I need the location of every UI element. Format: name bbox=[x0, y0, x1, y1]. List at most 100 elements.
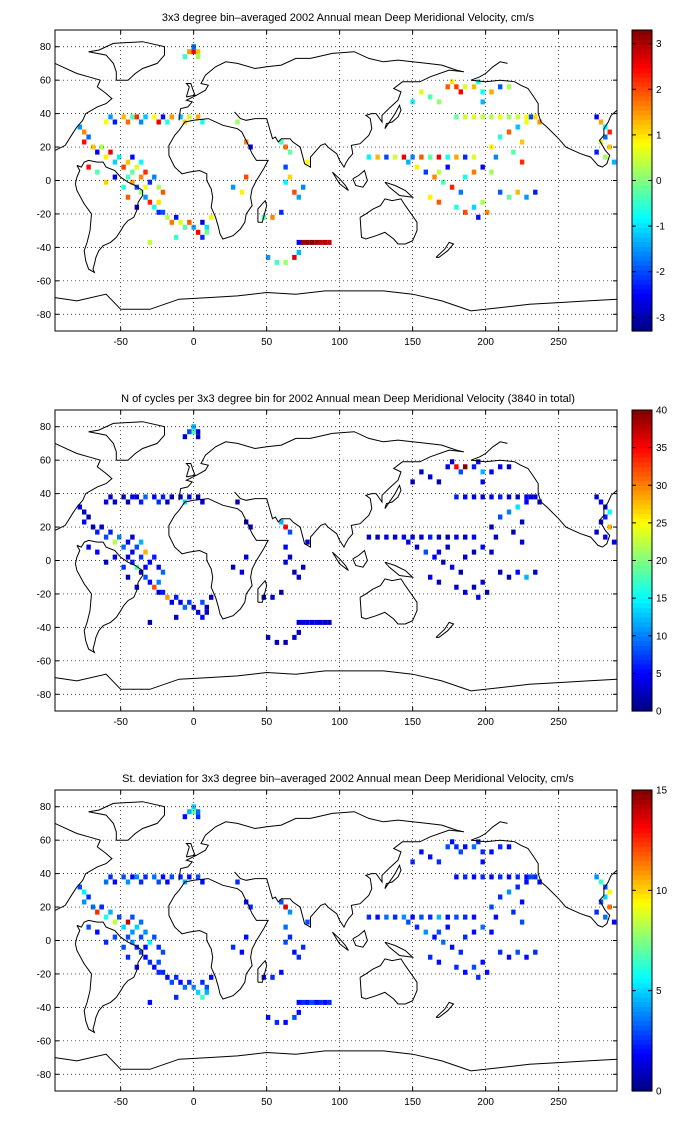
data-cell bbox=[476, 214, 481, 220]
data-cell bbox=[165, 594, 170, 600]
data-cell bbox=[125, 159, 131, 165]
data-cell bbox=[458, 949, 463, 955]
colorbar-segment bbox=[632, 152, 652, 158]
data-cell bbox=[209, 974, 214, 980]
data-cell bbox=[125, 194, 131, 200]
colorbar-tick-label: -1 bbox=[656, 222, 665, 233]
data-cell bbox=[515, 189, 520, 195]
colorbar-segment bbox=[632, 180, 652, 186]
coastline bbox=[470, 839, 618, 928]
data-cell bbox=[449, 839, 455, 845]
data-cell bbox=[156, 119, 161, 125]
data-cell bbox=[471, 169, 477, 175]
data-cell bbox=[463, 114, 468, 120]
colorbar-segment bbox=[632, 1067, 652, 1073]
data-cell bbox=[533, 114, 538, 120]
y-tick-label: 60 bbox=[40, 456, 52, 467]
data-cell bbox=[458, 849, 463, 855]
data-cell bbox=[152, 584, 157, 590]
data-cell bbox=[611, 919, 617, 925]
colorbar-segment bbox=[632, 1029, 652, 1036]
data-cell bbox=[484, 969, 490, 975]
coastline bbox=[185, 843, 196, 858]
x-tick-label: 50 bbox=[261, 1097, 273, 1108]
data-cell bbox=[209, 594, 214, 600]
data-cell bbox=[480, 89, 485, 95]
data-cell bbox=[187, 429, 192, 435]
data-cell bbox=[603, 154, 608, 160]
coastline bbox=[359, 958, 418, 1005]
data-cell bbox=[143, 954, 148, 960]
data-cell bbox=[174, 974, 179, 980]
coastline bbox=[178, 51, 464, 121]
data-cell bbox=[95, 549, 100, 555]
data-cell bbox=[524, 879, 529, 885]
colorbar-segment bbox=[632, 1076, 652, 1083]
data-cell bbox=[436, 99, 442, 105]
data-cell bbox=[480, 164, 485, 170]
colorbar-segment bbox=[632, 222, 652, 229]
data-cell bbox=[169, 599, 174, 605]
coastline bbox=[168, 498, 269, 620]
data-cell bbox=[436, 579, 442, 585]
data-cell bbox=[103, 534, 109, 540]
data-cell bbox=[134, 544, 139, 550]
colorbar-segment bbox=[632, 30, 652, 36]
data-cell bbox=[134, 164, 139, 170]
coastline bbox=[384, 863, 402, 889]
data-cell bbox=[428, 194, 433, 200]
data-cell bbox=[384, 534, 389, 540]
colorbar-segment bbox=[632, 119, 652, 125]
data-cell bbox=[187, 874, 192, 880]
data-cell bbox=[458, 569, 463, 575]
colorbar-segment bbox=[632, 869, 652, 876]
colorbar-segment bbox=[632, 654, 652, 660]
coastline bbox=[257, 579, 268, 603]
data-cell bbox=[441, 179, 446, 185]
data-cell bbox=[195, 429, 201, 435]
data-cell bbox=[445, 534, 450, 540]
y-tick-label: -60 bbox=[37, 656, 52, 667]
data-cell bbox=[86, 894, 91, 900]
colorbar-segment bbox=[632, 865, 652, 871]
data-cell bbox=[235, 499, 240, 505]
data-cell bbox=[436, 929, 442, 935]
data-cell bbox=[191, 49, 196, 55]
data-cell bbox=[165, 214, 170, 220]
data-cell bbox=[480, 959, 485, 965]
colorbar-segment bbox=[632, 832, 652, 838]
x-tick-label: 150 bbox=[404, 717, 421, 728]
colorbar-segment bbox=[632, 640, 652, 646]
colorbar-tick-label: 2 bbox=[656, 85, 662, 96]
data-cell bbox=[598, 879, 604, 885]
data-cell bbox=[498, 189, 503, 195]
colorbar-segment bbox=[632, 954, 652, 960]
data-cell bbox=[445, 924, 450, 930]
colorbar-segment bbox=[632, 884, 652, 890]
colorbar-tick-label: 10 bbox=[656, 631, 668, 642]
coastline bbox=[234, 829, 464, 929]
coastline bbox=[352, 169, 368, 188]
data-cell bbox=[200, 994, 205, 1000]
y-tick-label: -60 bbox=[37, 1036, 52, 1047]
data-cell bbox=[174, 614, 179, 620]
data-cell bbox=[182, 224, 188, 230]
colorbar-segment bbox=[632, 447, 652, 453]
data-cell bbox=[419, 154, 424, 160]
x-tick-label: 150 bbox=[404, 1097, 421, 1108]
colorbar-segment bbox=[632, 255, 652, 262]
x-tick-label: 100 bbox=[331, 337, 348, 348]
data-cell bbox=[169, 979, 174, 985]
data-cell bbox=[498, 569, 503, 575]
panel-cycle-count: N of cycles per 3x3 degree bin for 2002 … bbox=[0, 380, 696, 760]
data-cell bbox=[463, 174, 468, 180]
y-tick-label: -80 bbox=[37, 1070, 52, 1081]
y-tick-label: 0 bbox=[45, 936, 51, 947]
data-cell bbox=[121, 494, 126, 500]
colorbar-segment bbox=[632, 818, 652, 824]
colorbar-segment bbox=[632, 1058, 652, 1064]
colorbar-segment bbox=[632, 579, 652, 585]
data-cell bbox=[454, 84, 459, 90]
colorbar-segment bbox=[632, 982, 652, 989]
data-cell bbox=[375, 534, 380, 540]
